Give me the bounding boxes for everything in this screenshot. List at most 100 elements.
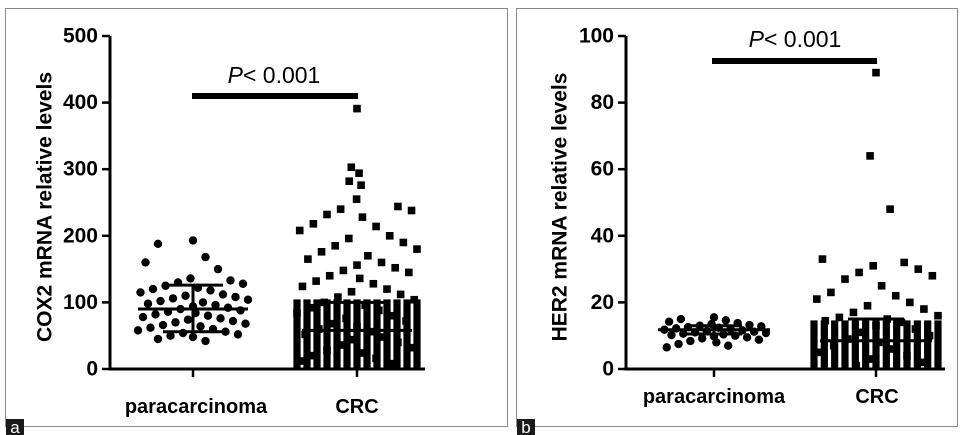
panel-a-point-crc [393,306,400,313]
panel-a-point-crc [296,227,304,235]
panel-a-point-crc [343,306,350,313]
panel-a-point-crc [383,355,390,362]
panel-a-point-paracarcinoma [226,276,234,284]
panel-a-point-crc [403,299,410,306]
panel-b-point-crc [903,355,910,362]
panel-b-point-crc [810,348,817,355]
panel-b-point-crc [864,302,872,310]
panel-a-point-crc [323,320,330,327]
panel-b-point-crc [903,320,910,327]
panel-b-point-crc [821,327,828,334]
panel-b-point-paracarcinoma [665,318,673,326]
panel-a-point-crc [363,320,370,327]
panel-a-point-crc [413,341,420,348]
panel-a-point-paracarcinoma [199,298,207,306]
panel-a-point-crc [333,341,340,348]
panel-b-point-paracarcinoma [686,337,694,345]
panel-a-point-crc [373,341,380,348]
panel-a-x-label-crc: CRC [335,396,378,418]
panel-a-point-crc [393,299,400,306]
panel-b-point-crc [886,205,894,213]
panel-a-point-crc [293,313,300,320]
panel-b-point-paracarcinoma [724,341,732,349]
panel-a-point-crc [337,205,345,213]
panel-b-point-crc [841,341,848,348]
panel-b-point-crc [836,314,844,322]
panel-a-point-crc [313,299,320,306]
panel-a-point-crc [343,313,350,320]
panel-b-point-crc [906,299,914,307]
panel-a-point-crc [363,306,370,313]
panel-b-point-crc [914,341,921,348]
panel-b-point-crc [810,341,817,348]
panel-b-point-crc [883,355,890,362]
panel-b-point-crc [869,262,877,270]
panel-a-point-crc [373,313,380,320]
panel-b-point-crc [924,355,931,362]
panel-b-point-crc [900,259,908,267]
panel-a-significance-label: P< 0.001 [228,62,321,88]
panel-a-point-paracarcinoma [239,280,247,288]
panel-a-point-paracarcinoma [229,317,237,325]
panel-b-point-crc [821,341,828,348]
panel-a-point-crc [373,348,380,355]
panel-a: COX2 mRNA relative levels 01002003004005… [6,9,508,435]
panel-a-point-crc [303,306,310,313]
panel-b-point-crc [862,341,869,348]
panel-b-point-crc [914,348,921,355]
panel-b-point-crc [934,348,941,355]
panel-a-point-crc [363,313,370,320]
panel-a-point-crc [363,341,370,348]
panel-b-y-tick-label: 40 [591,224,614,247]
panel-a-point-crc [383,320,390,327]
panel-a-point-crc [343,348,350,355]
panel-a-point-crc [303,341,310,348]
panel-a-point-crc [394,203,402,211]
panel-a-point-crc [333,334,340,341]
panel-a-point-crc [355,169,363,177]
panel-b-point-crc [920,305,928,313]
panel-b-point-crc [855,269,863,277]
panel-a-point-crc [373,320,380,327]
panel-a-point-crc [413,327,420,334]
panel-a-point-crc [357,181,365,189]
panel-a-point-paracarcinoma [156,297,164,305]
panel-a-point-crc [373,306,380,313]
panel-a-stat-lines [138,285,412,369]
panel-a-point-crc [313,334,320,341]
panel-b-point-crc [893,348,900,355]
panel-b-point-crc [810,355,817,362]
panel-a-y-tick-label: 300 [63,158,98,181]
panel-a-point-crc [405,269,413,277]
panel-a-point-crc [363,334,370,341]
panel-b-point-crc [924,348,931,355]
panel-a-point-paracarcinoma [196,322,204,330]
panel-b-point-crc [821,355,828,362]
panel-a-point-crc [353,195,361,203]
panel-a-point-crc [331,242,339,250]
panel-b-point-crc [831,348,838,355]
panel-a-y-tick-label: 0 [86,358,98,381]
panel-b-point-crc [914,355,921,362]
panel-a-point-crc [303,355,310,362]
panel-a-point-crc [333,348,340,355]
panel-a-point-paracarcinoma [169,294,177,302]
panel-b-y-tick-label: 100 [579,25,614,48]
panel-a-point-crc [293,341,300,348]
panel-a-point-paracarcinoma [184,316,192,324]
panel-a-point-crc [359,213,367,221]
panel-a-point-paracarcinoma [186,274,194,282]
panel-a-point-paracarcinoma [244,296,252,304]
panel-b-point-crc [883,341,890,348]
panel-b-point-crc [831,341,838,348]
panel-a-point-crc [293,306,300,313]
panel-b-point-crc [852,341,859,348]
panel-a-point-crc [293,320,300,327]
panel-b-point-crc [821,348,828,355]
panel-a-point-crc [323,211,331,219]
panel-a-point-crc [313,313,320,320]
panel-a-point-crc [403,341,410,348]
panel-b-point-crc [866,152,874,160]
panel-b-point-crc [934,334,941,341]
panel-a-point-crc [318,248,326,256]
